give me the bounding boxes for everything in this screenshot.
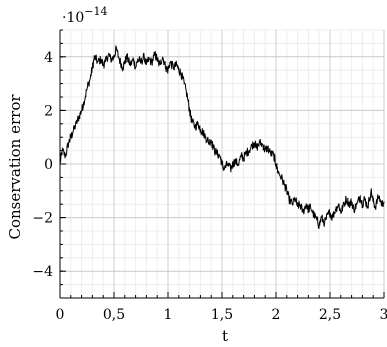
x-tick-label: 2 <box>272 307 281 323</box>
series-line <box>59 45 385 230</box>
x-tick-label: 1 <box>164 307 173 323</box>
x-tick-label: 3 <box>380 307 387 323</box>
y-tick-label: −2 <box>32 211 53 227</box>
y-tick-label: 2 <box>44 103 53 119</box>
y-tick-label: −4 <box>32 264 53 280</box>
x-axis-title: t <box>222 327 228 345</box>
y-scale-factor: ·10−14 <box>62 5 107 26</box>
x-tick-label: 0 <box>56 307 65 323</box>
x-tick-labels: 0 0,5 1 1,5 2 2,5 3 <box>56 307 387 323</box>
x-tick-label: 1,5 <box>211 307 233 323</box>
y-scale-factor-base: ·10 <box>62 10 84 26</box>
y-tick-label: 4 <box>44 50 53 66</box>
y-axis-title: Conservation error <box>6 94 24 240</box>
y-tick-label: 0 <box>44 157 53 173</box>
x-tick-label: 0,5 <box>103 307 125 323</box>
x-tick-label: 2,5 <box>319 307 341 323</box>
y-tick-labels: −4 −2 0 2 4 <box>32 50 53 280</box>
ticks <box>59 29 385 299</box>
y-scale-exponent: −14 <box>84 5 107 18</box>
